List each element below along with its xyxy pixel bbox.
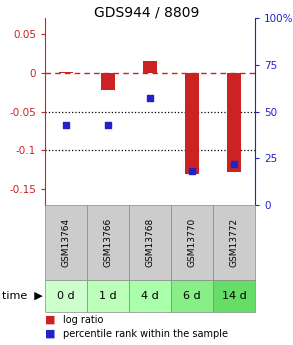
- Text: GSM13766: GSM13766: [103, 218, 113, 267]
- Text: 1 d: 1 d: [99, 291, 117, 301]
- Text: 0 d: 0 d: [57, 291, 75, 301]
- Bar: [185, 72, 199, 174]
- Point: [190, 169, 194, 174]
- Text: log ratio: log ratio: [63, 315, 103, 325]
- Point: [64, 122, 68, 127]
- Text: 6 d: 6 d: [183, 291, 201, 301]
- Point: [232, 161, 236, 167]
- Bar: [143, 61, 157, 72]
- Text: GSM13772: GSM13772: [229, 218, 239, 267]
- Text: ■: ■: [45, 315, 55, 325]
- Text: GSM13768: GSM13768: [146, 218, 154, 267]
- Text: ■: ■: [45, 329, 55, 339]
- Text: percentile rank within the sample: percentile rank within the sample: [63, 329, 228, 339]
- Text: time  ▶: time ▶: [2, 291, 43, 301]
- Bar: [101, 72, 115, 90]
- Text: 14 d: 14 d: [222, 291, 246, 301]
- Point: [148, 96, 152, 101]
- Text: GSM13764: GSM13764: [62, 218, 71, 267]
- Text: GSM13770: GSM13770: [188, 218, 197, 267]
- Point: [106, 122, 110, 127]
- Bar: [227, 72, 241, 172]
- Text: GDS944 / 8809: GDS944 / 8809: [94, 5, 199, 19]
- Text: 4 d: 4 d: [141, 291, 159, 301]
